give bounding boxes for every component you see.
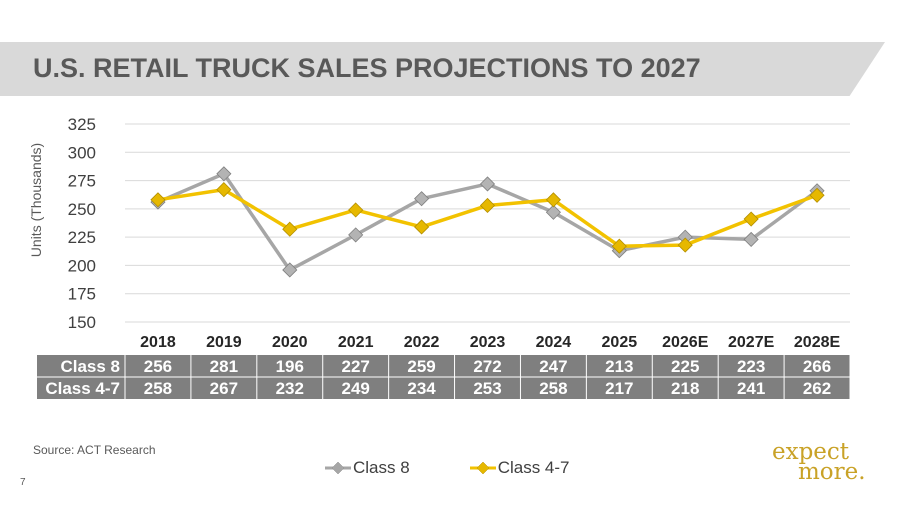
table-cell-value: 196 <box>276 357 304 376</box>
table-cell-value: 247 <box>539 357 567 376</box>
x-tick-label: 2018 <box>140 334 176 351</box>
table-row-label: Class 4-7 <box>45 379 120 398</box>
y-tick-label: 250 <box>68 200 96 219</box>
title-band <box>0 42 885 96</box>
legend-label-class8: Class 8 <box>353 458 410 477</box>
data-point-class8 <box>348 227 364 243</box>
table-cell-value: 272 <box>473 357 501 376</box>
slide-title: U.S. RETAIL TRUCK SALES PROJECTIONS TO 2… <box>33 53 701 83</box>
x-tick-label: 2020 <box>272 334 308 351</box>
x-tick-label: 2019 <box>206 334 242 351</box>
x-tick-label: 2027E <box>728 334 775 351</box>
legend-label-class47: Class 4-7 <box>497 458 570 477</box>
table-cell-value: 266 <box>803 357 831 376</box>
x-tick-label: 2025 <box>602 334 638 351</box>
x-tick-label: 2023 <box>470 334 506 351</box>
table-cell-value: 281 <box>210 357 238 376</box>
table-cell-value: 241 <box>737 379 765 398</box>
x-tick-label: 2024 <box>536 334 572 351</box>
y-tick-label: 200 <box>68 256 96 275</box>
table-cell-value: 227 <box>341 357 369 376</box>
logo-line-1: expect <box>772 439 850 465</box>
table-cell-value: 256 <box>144 357 172 376</box>
data-point-class8 <box>479 176 496 192</box>
data-point-class8 <box>216 166 232 182</box>
x-tick-label: 2021 <box>338 334 374 351</box>
table-cell-value: 258 <box>539 379 567 398</box>
data-point-class8 <box>743 231 759 247</box>
data-point-class47 <box>216 182 232 198</box>
data-point-class47 <box>348 202 364 218</box>
data-point-class8 <box>414 191 430 207</box>
table-cell-value: 234 <box>407 379 436 398</box>
y-tick-label: 175 <box>68 285 96 304</box>
logo-line-2: more. <box>798 459 866 485</box>
table-cell-value: 253 <box>473 379 501 398</box>
table-cell-value: 232 <box>276 379 304 398</box>
data-point-class47 <box>414 219 430 235</box>
source-note: Source: ACT Research <box>33 443 156 457</box>
page-number: 7 <box>20 477 26 488</box>
table-cell-value: 249 <box>341 379 369 398</box>
table-cell-value: 225 <box>671 357 699 376</box>
y-tick-label: 150 <box>68 313 96 332</box>
legend-marker-class8 <box>325 461 351 475</box>
data-point-class47 <box>545 192 561 208</box>
expect-more-logo: expect more. <box>772 439 882 485</box>
y-axis-label: Units (Thousands) <box>28 142 44 258</box>
data-point-class8 <box>282 262 298 278</box>
legend-item-class47: Class 4-7 <box>469 458 570 478</box>
y-tick-label: 275 <box>68 172 96 191</box>
data-point-class47 <box>479 197 496 214</box>
chart-legend: Class 8 Class 4-7 <box>325 458 570 478</box>
table-cell-value: 258 <box>144 379 172 398</box>
table-cell-value: 218 <box>671 379 699 398</box>
table-row-label: Class 8 <box>60 357 120 376</box>
table-cell-value: 213 <box>605 357 633 376</box>
y-tick-label: 300 <box>68 143 96 162</box>
table-cell-value: 267 <box>210 379 238 398</box>
data-point-class47 <box>677 237 693 253</box>
x-tick-label: 2028E <box>794 334 841 351</box>
data-point-class47 <box>743 211 759 227</box>
data-point-class47 <box>150 192 166 208</box>
y-tick-label: 225 <box>68 228 96 247</box>
table-cell-value: 223 <box>737 357 765 376</box>
x-tick-label: 2026E <box>662 334 709 351</box>
legend-marker-class47 <box>469 461 496 475</box>
data-point-class47 <box>282 221 298 237</box>
x-tick-label: 2022 <box>404 334 440 351</box>
data-point-class47 <box>809 187 825 203</box>
table-cell-value: 259 <box>407 357 435 376</box>
legend-item-class8: Class 8 <box>325 458 410 478</box>
y-tick-label: 325 <box>68 115 96 134</box>
table-cell-value: 262 <box>803 379 831 398</box>
data-point-class47 <box>611 238 627 254</box>
table-cell-value: 217 <box>605 379 633 398</box>
data-point-class8 <box>545 204 561 220</box>
